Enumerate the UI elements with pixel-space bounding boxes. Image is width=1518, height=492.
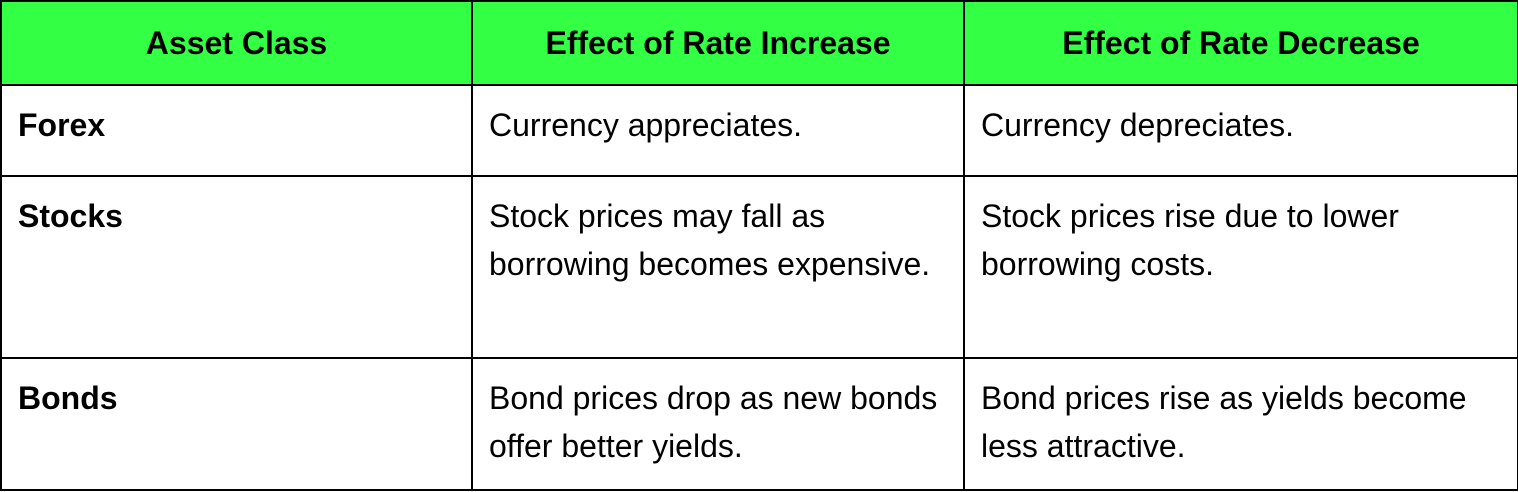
decrease-effect-cell: Currency depreciates. xyxy=(963,84,1518,177)
table-row-bonds: Bonds Bond prices drop as new bonds offe… xyxy=(0,357,1518,491)
asset-cell: Stocks xyxy=(0,175,473,359)
header-rate-decrease: Effect of Rate Decrease xyxy=(963,0,1518,86)
table-row-stocks: Stocks Stock prices may fall as borrowin… xyxy=(0,175,1518,359)
asset-cell: Forex xyxy=(0,84,473,177)
asset-cell: Bonds xyxy=(0,357,473,491)
increase-effect-cell: Bond prices drop as new bonds offer bett… xyxy=(471,357,965,491)
header-rate-increase: Effect of Rate Increase xyxy=(471,0,965,86)
increase-effect-cell: Currency appreciates. xyxy=(471,84,965,177)
increase-effect-cell: Stock prices may fall as borrowing becom… xyxy=(471,175,965,359)
decrease-effect-cell: Bond prices rise as yields become less a… xyxy=(963,357,1518,491)
header-row: Asset Class Effect of Rate Increase Effe… xyxy=(0,0,1518,86)
table-row-forex: Forex Currency appreciates. Currency dep… xyxy=(0,84,1518,177)
decrease-effect-cell: Stock prices rise due to lower borrowing… xyxy=(963,175,1518,359)
header-asset-class: Asset Class xyxy=(0,0,473,86)
